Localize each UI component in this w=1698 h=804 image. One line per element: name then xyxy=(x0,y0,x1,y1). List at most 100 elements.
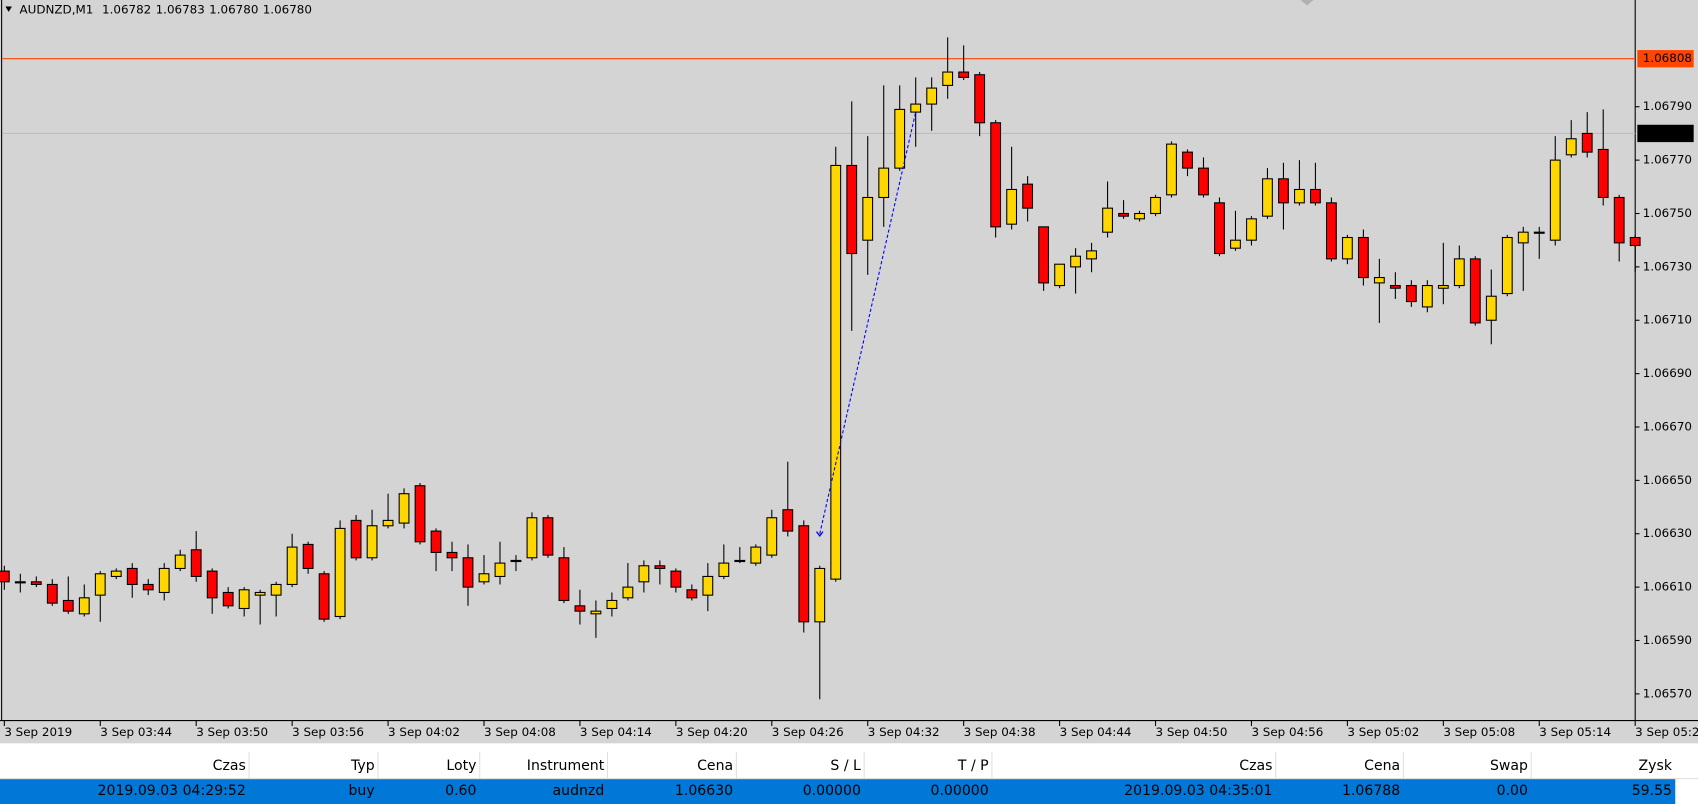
candle-body xyxy=(1038,226,1050,284)
y-tick-label: 1.06610 xyxy=(1643,580,1692,594)
candle-body xyxy=(990,122,1002,228)
price-label-box xyxy=(1637,124,1694,143)
candle-body xyxy=(462,557,474,588)
x-tick-label: 3 Sep 04:56 xyxy=(1251,725,1323,739)
candle-body xyxy=(1357,236,1369,279)
candle-body xyxy=(846,164,858,255)
candle-body xyxy=(1549,159,1561,241)
y-tick-label: 1.06630 xyxy=(1643,526,1692,540)
table-cell[interactable]: 0.60 xyxy=(445,783,476,799)
candle-body xyxy=(558,557,570,602)
table-cell[interactable]: 2019.09.03 04:35:01 xyxy=(1124,783,1272,799)
candle-body xyxy=(1469,258,1481,324)
chart-background xyxy=(0,0,1698,744)
column-header[interactable]: Loty xyxy=(446,758,476,774)
y-tick-label: 1.06770 xyxy=(1643,153,1692,167)
scroll-marker xyxy=(1300,0,1314,6)
candle-body xyxy=(1389,285,1401,289)
candle-body xyxy=(926,87,938,105)
candle-body xyxy=(1134,212,1145,220)
candle-body xyxy=(238,589,250,610)
column-header[interactable]: Czas xyxy=(213,758,246,774)
candle-body xyxy=(670,570,682,588)
x-tick-label: 3 Sep 04:44 xyxy=(1060,725,1132,739)
candle-body xyxy=(542,517,554,556)
candle-body xyxy=(1501,236,1513,295)
candle-body xyxy=(1453,258,1465,287)
column-header[interactable]: Cena xyxy=(697,758,733,774)
candle-body xyxy=(1230,239,1241,249)
column-header[interactable]: Czas xyxy=(1239,758,1272,774)
trade-line xyxy=(819,111,917,534)
candle-body xyxy=(590,610,602,615)
x-tick-label: 3 Sep 04:38 xyxy=(964,725,1036,739)
candle-body xyxy=(510,559,522,563)
table-cell[interactable]: audnzd xyxy=(553,783,605,799)
candle-body xyxy=(718,562,730,577)
price-label: 1.06808 xyxy=(1643,51,1692,65)
candle-body xyxy=(30,581,42,586)
candle-body xyxy=(382,519,394,527)
candle-body xyxy=(1581,132,1593,153)
symbol: AUDNZD,M1 xyxy=(19,2,93,16)
candle-body xyxy=(702,575,714,596)
candle-body xyxy=(110,570,122,577)
candle-body xyxy=(958,71,970,78)
table-cell[interactable]: 59.55 xyxy=(1632,783,1672,799)
candle-body xyxy=(1421,285,1433,308)
x-tick-label: 3 Sep 04:20 xyxy=(676,725,748,739)
x-tick-label: 3 Sep 2019 xyxy=(4,725,72,739)
table-cell[interactable]: 1.06788 xyxy=(1342,783,1400,799)
table-cell[interactable]: buy xyxy=(348,783,374,799)
candle-body xyxy=(1437,285,1449,289)
candle-body xyxy=(1613,196,1625,244)
candle-body xyxy=(686,589,698,599)
column-header[interactable]: Cena xyxy=(1364,758,1400,774)
quote: 1.06780 xyxy=(263,2,312,16)
column-header[interactable]: S / L xyxy=(830,758,861,774)
x-tick-label: 3 Sep 05:02 xyxy=(1347,725,1419,739)
candle-body xyxy=(78,597,90,615)
quote: 1.06783 xyxy=(156,2,205,16)
table-cell[interactable]: 0.00 xyxy=(1497,783,1528,799)
candle-body xyxy=(126,567,138,586)
candle-body xyxy=(446,551,458,559)
column-header[interactable]: Zysk xyxy=(1639,758,1673,774)
candle-body xyxy=(814,567,826,623)
x-tick-label: 3 Sep 05:08 xyxy=(1443,725,1515,739)
table-cell[interactable]: 0.00000 xyxy=(930,783,988,799)
candle-body xyxy=(638,565,650,583)
quote: 1.06780 xyxy=(209,2,258,16)
candle-body xyxy=(910,103,922,113)
candle-body xyxy=(1150,196,1161,215)
candle-body xyxy=(1533,231,1545,234)
candle-body xyxy=(734,559,746,563)
column-header[interactable]: Typ xyxy=(350,758,375,774)
y-tick-label: 1.06790 xyxy=(1643,99,1692,113)
candle-body xyxy=(494,562,506,577)
candle-body xyxy=(1118,212,1129,217)
y-tick-label: 1.06730 xyxy=(1643,259,1692,273)
candle-body xyxy=(1246,218,1257,241)
column-header[interactable]: T / P xyxy=(957,758,989,774)
candle-body xyxy=(46,583,58,604)
candle-body xyxy=(974,74,986,124)
x-tick-label: 3 Sep 04:02 xyxy=(388,725,460,739)
candle-body xyxy=(350,519,362,559)
table-cell[interactable]: 2019.09.03 04:29:52 xyxy=(98,783,246,799)
chart-header: AUDNZD,M1 1.06782 1.06783 1.06780 1.06780 xyxy=(19,2,311,16)
candle-body xyxy=(1022,183,1034,209)
column-header[interactable]: Swap xyxy=(1490,758,1528,774)
candle-body xyxy=(1166,143,1177,196)
table-row-background[interactable] xyxy=(0,779,1676,804)
column-header[interactable]: Instrument xyxy=(527,758,605,774)
x-tick-label: 3 Sep 03:44 xyxy=(100,725,172,739)
table-cell[interactable]: 1.06630 xyxy=(675,783,733,799)
candle-body xyxy=(62,599,74,612)
y-tick-label: 1.06570 xyxy=(1643,686,1692,700)
candle-body xyxy=(1182,151,1193,169)
candle-body xyxy=(430,530,442,553)
table-cell[interactable]: 0.00000 xyxy=(803,783,861,799)
